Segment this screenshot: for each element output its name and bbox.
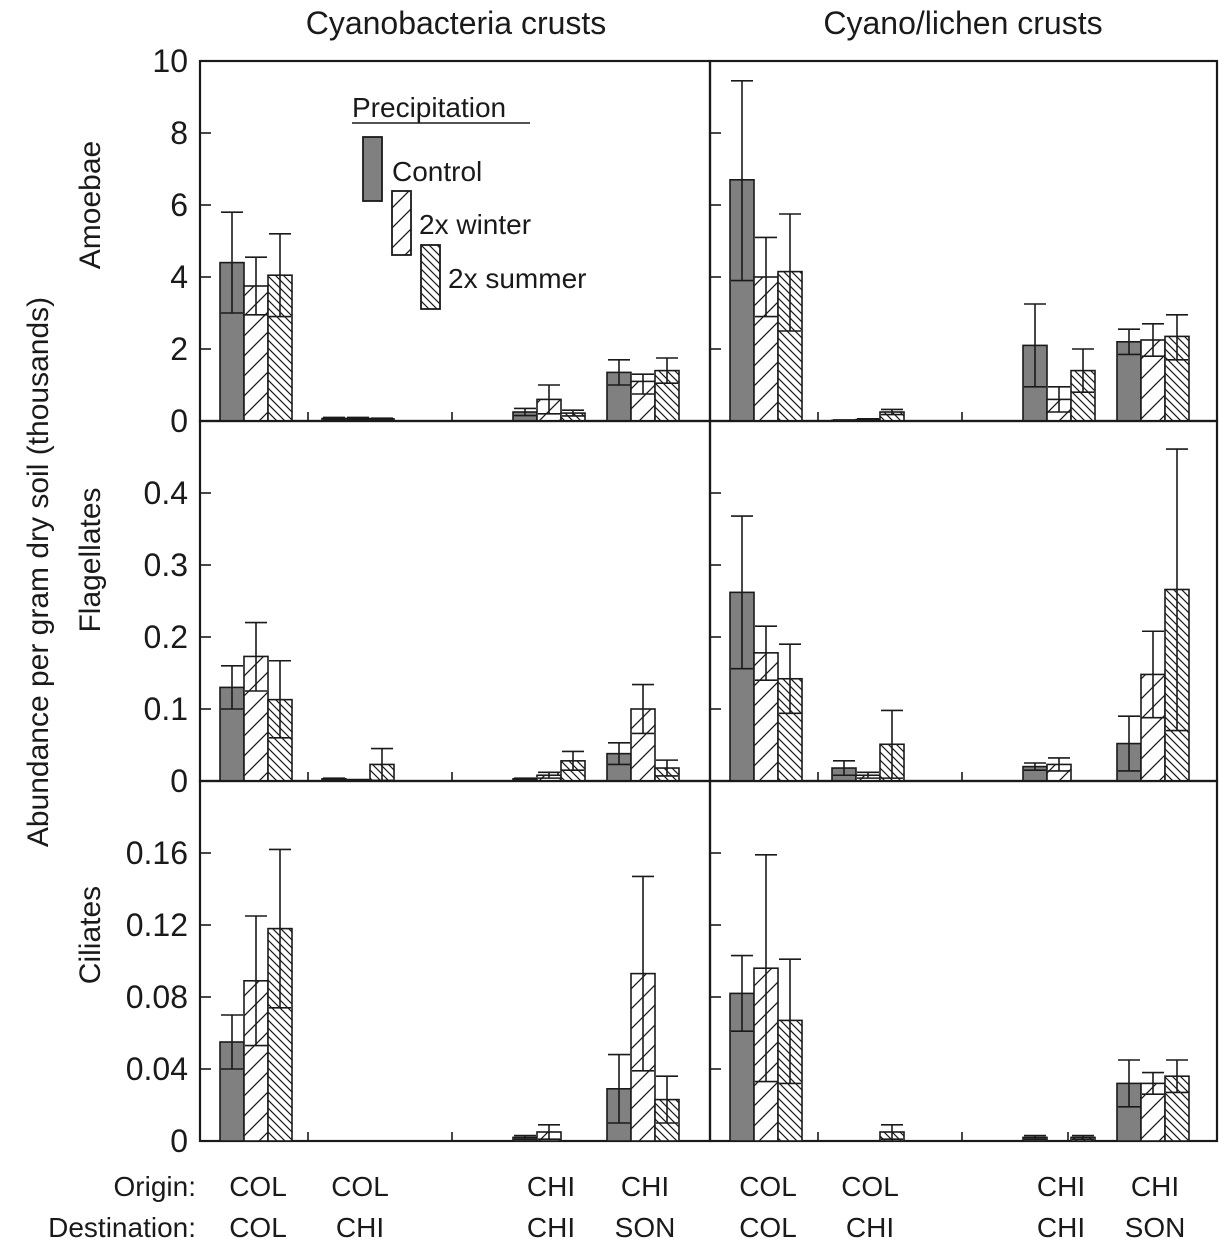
x-category-destination: SON: [1125, 1212, 1186, 1243]
x-category-destination: CHI: [336, 1212, 384, 1243]
origin-label: Origin:: [114, 1171, 196, 1202]
y-tick-label: 0.4: [144, 475, 188, 511]
row-label-flagellates: Flagellates: [74, 487, 107, 632]
y-tick-label: 6: [170, 187, 188, 223]
x-category-origin: COL: [229, 1171, 287, 1202]
destination-label: Destination:: [48, 1212, 196, 1243]
x-category-destination: CHI: [527, 1212, 575, 1243]
x-category-destination: COL: [229, 1212, 287, 1243]
row-label-ciliates: Ciliates: [74, 886, 107, 984]
x-category-labels: COL COL COL CHI CHI CHI CHI SON COL COL COL CHI CHI C…: [229, 1171, 1185, 1243]
y-tick-label: 0.1: [144, 691, 188, 727]
row-label-amoebae: Amoebae: [74, 141, 107, 269]
legend-label-2x-winter: 2x winter: [419, 209, 531, 240]
x-category-origin: CHI: [527, 1171, 575, 1202]
legend-label-2x-summer: 2x summer: [448, 263, 586, 294]
panel-cyano-lichen-ciliates: [708, 779, 1219, 1143]
x-category-origin: COL: [841, 1171, 899, 1202]
x-category-destination: CHI: [1037, 1212, 1085, 1243]
y-tick-label: 0: [170, 403, 188, 439]
y-tick-label: 2: [170, 331, 188, 367]
panel-cyanobacteria-ciliates: 0 0.04 0.08 0.12 0.16: [126, 779, 712, 1159]
y-tick-label: 0: [170, 763, 188, 799]
x-category-destination: SON: [615, 1212, 676, 1243]
y-tick-label: 0.12: [126, 907, 188, 943]
x-category-destination: COL: [739, 1212, 797, 1243]
legend-swatch-control: [362, 136, 383, 202]
panel-frame: [708, 779, 1219, 1143]
legend-label-control: Control: [392, 156, 482, 187]
legend-swatch-2x-summer: [420, 244, 441, 310]
column-title-cyano-lichen: Cyano/lichen crusts: [823, 5, 1102, 41]
y-tick-label: 8: [170, 115, 188, 151]
y-tick-label: 0.3: [144, 547, 188, 583]
legend-title: Precipitation: [352, 92, 506, 123]
y-tick-label: 4: [170, 259, 188, 295]
panel-cyano-lichen-amoebae: [708, 59, 1219, 423]
panel-cyano-lichen-flagellates: [708, 419, 1219, 783]
y-tick-label: 0.16: [126, 835, 188, 871]
legend: Precipitation Control 2x winter 2x summe…: [352, 92, 586, 310]
y-axis-label: Abundance per gram dry soil (thousands): [22, 297, 55, 847]
x-category-origin: COL: [331, 1171, 389, 1202]
x-category-origin: COL: [739, 1171, 797, 1202]
column-title-cyanobacteria: Cyanobacteria crusts: [306, 5, 607, 41]
x-category-origin: CHI: [1037, 1171, 1085, 1202]
y-tick-label: 0.08: [126, 979, 188, 1015]
panel-cyanobacteria-flagellates: 0 0.1 0.2 0.3 0.4: [144, 419, 712, 799]
y-tick-label: 0: [170, 1123, 188, 1159]
x-category-destination: CHI: [846, 1212, 894, 1243]
y-tick-label: 10: [152, 43, 188, 79]
x-category-origin: CHI: [1131, 1171, 1179, 1202]
panel-cyanobacteria-amoebae: 0 2 4 6 8 10: [152, 43, 712, 439]
legend-swatch-2x-winter: [391, 190, 412, 256]
y-tick-label: 0.04: [126, 1051, 188, 1087]
y-tick-label: 0.2: [144, 619, 188, 655]
x-category-origin: CHI: [621, 1171, 669, 1202]
panel-grid: 0 2 4 6 8 10 0 0.1 0.2 0.3 0.4 0 0.04 0.08 0.12 0.16: [126, 43, 1219, 1159]
